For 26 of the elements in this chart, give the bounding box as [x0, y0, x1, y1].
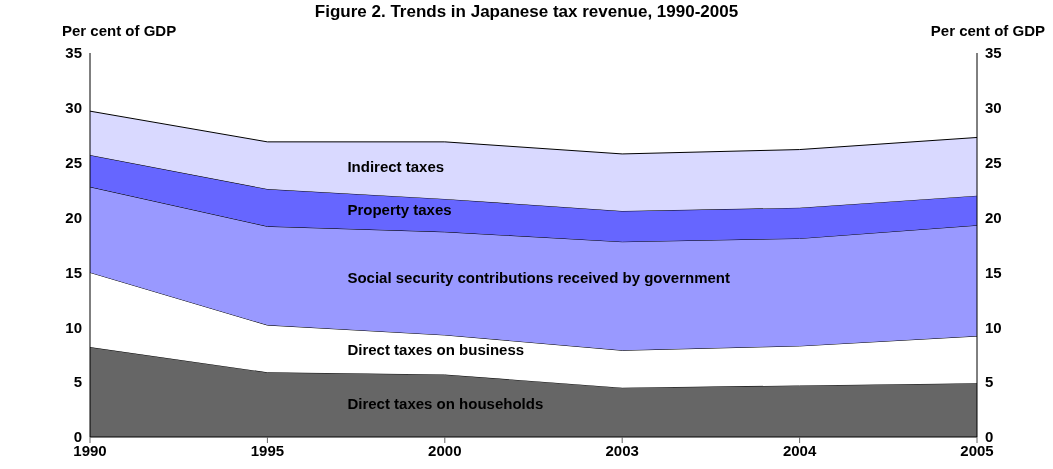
y-tick-label: 5 — [73, 373, 82, 391]
y2-tick-label: 20 — [985, 208, 1002, 226]
y-tick-label: 30 — [65, 99, 82, 117]
y2-tick-label: 35 — [985, 44, 1002, 62]
y-tick-label: 25 — [65, 154, 82, 172]
x-tick-label: 2003 — [605, 441, 639, 459]
y2-axis-title: Per cent of GDP — [930, 22, 1045, 39]
x-tick-label: 2000 — [428, 441, 462, 459]
y-tick-label: 20 — [65, 208, 82, 226]
y-axis-title: Per cent of GDP — [62, 22, 177, 39]
x-tick-label: 2004 — [782, 441, 817, 459]
y2-tick-label: 5 — [985, 373, 994, 391]
series-label: Indirect taxes — [347, 157, 445, 175]
y2-tick-label: 15 — [985, 263, 1002, 281]
y2-tick-label: 10 — [985, 318, 1002, 336]
chart-title: Figure 2. Trends in Japanese tax revenue, 1990-2005 — [313, 2, 740, 22]
y2-tick-label: 25 — [985, 154, 1002, 172]
series-label: Property taxes — [347, 201, 452, 219]
y2-tick-label: 30 — [985, 99, 1002, 117]
y-tick-label: 15 — [65, 263, 82, 281]
series-label: Direct taxes on business — [347, 341, 525, 359]
series-label: Social security contributions received by government — [347, 269, 731, 287]
series-label: Direct taxes on households — [347, 395, 544, 413]
y-tick-label: 35 — [65, 44, 82, 62]
y-tick-label: 10 — [65, 318, 82, 336]
x-tick-label: 1995 — [250, 441, 285, 459]
